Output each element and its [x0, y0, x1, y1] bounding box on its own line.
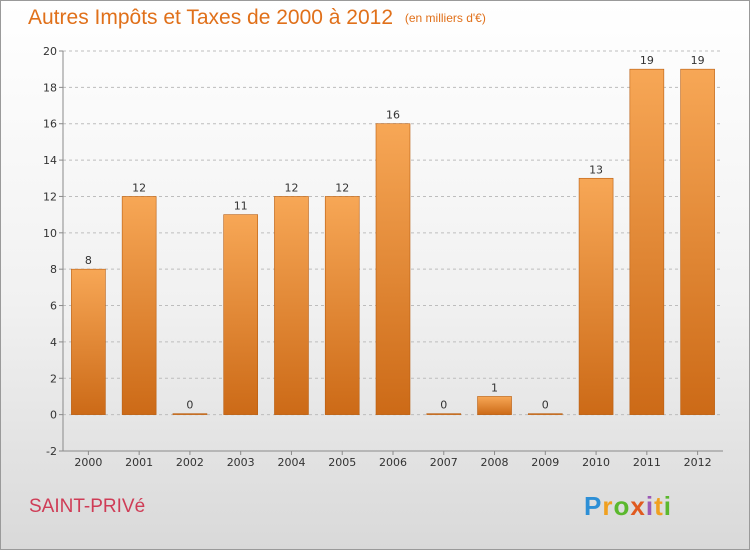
bar [477, 396, 512, 415]
bar [578, 177, 614, 415]
chart-title: Autres Impôts et Taxes de 2000 à 2012 (e… [28, 6, 486, 30]
bar [426, 413, 462, 415]
logo-letter: t [654, 491, 664, 521]
x-tick-label: 2002 [176, 456, 204, 469]
bar-value-label: 11 [234, 200, 248, 213]
x-tick-label: 2003 [227, 456, 255, 469]
y-tick-label: 0 [50, 409, 57, 422]
bar-value-label: 16 [386, 109, 400, 122]
x-tick-label: 2011 [633, 456, 661, 469]
bar [528, 413, 563, 415]
y-tick-label: 18 [43, 81, 57, 94]
bar [274, 196, 309, 415]
logo-letter: r [602, 491, 614, 521]
x-tick-label: 2009 [531, 456, 559, 469]
bar [223, 214, 258, 415]
commune-name: SAINT-PRIVé [29, 496, 146, 517]
bar [172, 413, 208, 415]
bar-value-label: 12 [284, 181, 298, 194]
bar-value-label: 19 [691, 54, 705, 67]
x-tick-label: 2004 [277, 456, 305, 469]
bar-value-label: 19 [640, 54, 654, 67]
y-tick-label: 6 [50, 300, 57, 313]
bar-value-label: 12 [132, 181, 146, 194]
y-tick-label: 14 [43, 154, 57, 167]
chart-title-unit: (en milliers d'€) [404, 11, 486, 25]
bar-value-label: 12 [335, 181, 349, 194]
bar-value-label: 1 [491, 381, 498, 394]
y-tick-label: 20 [43, 45, 57, 58]
y-tick-label: 12 [43, 190, 57, 203]
bar-value-label: 13 [589, 163, 603, 176]
x-tick-label: 2012 [684, 456, 712, 469]
y-tick-label: 4 [50, 336, 57, 349]
x-tick-label: 2007 [430, 456, 458, 469]
bar [121, 196, 157, 415]
x-tick-label: 2001 [125, 456, 153, 469]
bar [71, 268, 106, 415]
x-tick-label: 2010 [582, 456, 610, 469]
x-tick-label: 2006 [379, 456, 407, 469]
bar [680, 68, 715, 415]
bar-value-label: 0 [542, 399, 549, 412]
bar [324, 196, 360, 415]
bar [629, 68, 665, 415]
proxiti-logo: Proxiti [584, 491, 672, 522]
logo-letter: P [584, 491, 603, 521]
x-tick-label: 2000 [74, 456, 102, 469]
chart-title-main: Autres Impôts et Taxes de 2000 à 2012 [28, 6, 394, 29]
bar-value-label: 0 [186, 399, 193, 412]
y-tick-label: 2 [50, 372, 57, 385]
y-tick-label: -2 [46, 445, 57, 458]
logo-letter: x [630, 491, 646, 521]
logo-letter: o [613, 491, 631, 521]
logo-letter: i [663, 491, 672, 521]
x-tick-label: 2005 [328, 456, 356, 469]
y-tick-label: 8 [50, 263, 57, 276]
y-tick-label: 10 [43, 227, 57, 240]
bar [375, 123, 411, 415]
bar-value-label: 0 [440, 399, 447, 412]
logo-letter: i [645, 491, 655, 521]
bar-value-label: 8 [85, 254, 92, 267]
x-tick-label: 2008 [481, 456, 509, 469]
y-tick-label: 16 [43, 118, 57, 131]
